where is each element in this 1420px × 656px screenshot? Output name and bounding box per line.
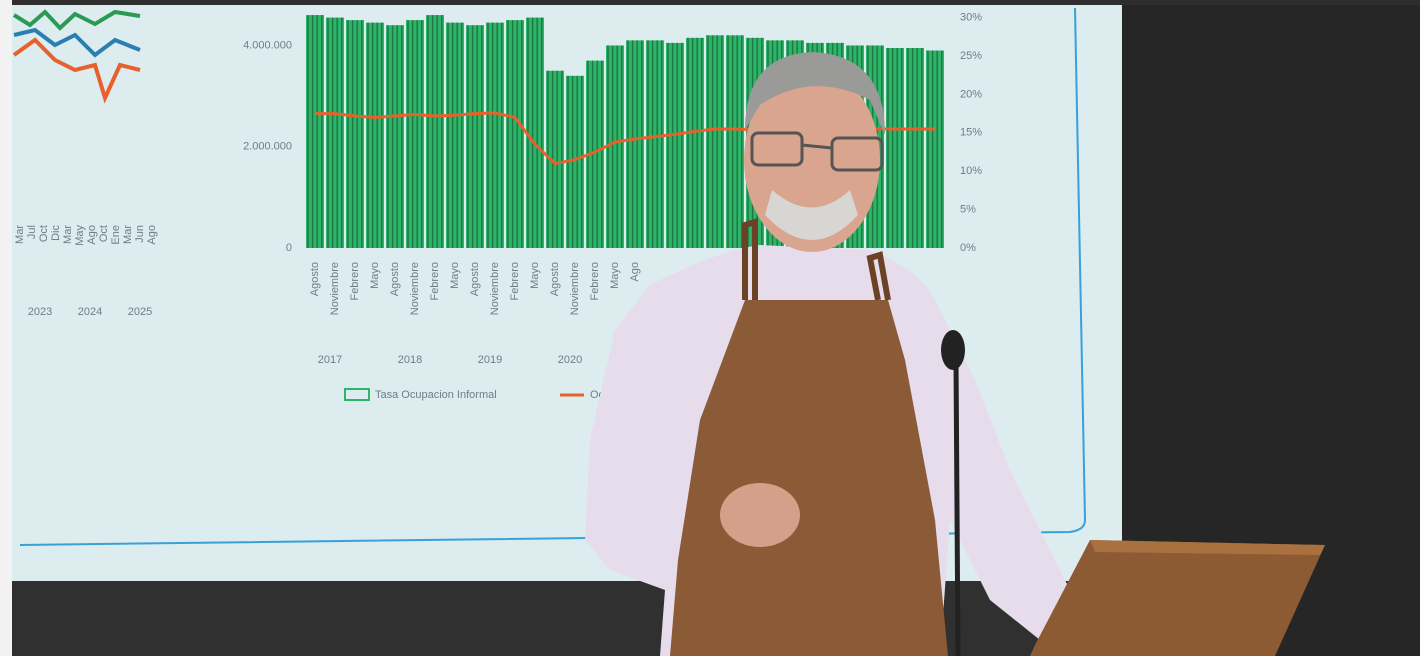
x-tick-label: Noviembre xyxy=(489,262,501,315)
mini-month: Mar xyxy=(62,225,74,244)
year-label: 2019 xyxy=(478,354,502,366)
left-border xyxy=(0,0,12,656)
legend-label: Tasa Ocupacion Informal xyxy=(375,389,497,401)
x-tick-label: Agosto xyxy=(469,262,481,296)
mini-month: Mar xyxy=(122,225,134,244)
x-tick-label: Febrero xyxy=(429,262,441,301)
y-tick-label: 2.000.000 xyxy=(243,141,292,153)
y2-tick-label: 5% xyxy=(960,204,976,216)
mini-month: Ago xyxy=(86,225,98,245)
x-tick-label: Mayo xyxy=(529,262,541,289)
x-tick-label: Agosto xyxy=(309,262,321,296)
mic xyxy=(941,330,965,370)
mini-month: Jun xyxy=(134,225,146,243)
year-label: 2017 xyxy=(318,354,342,366)
x-tick-label: Noviembre xyxy=(409,262,421,315)
mini-month: Oct xyxy=(98,225,110,242)
x-tick-label: Mayo xyxy=(609,262,621,289)
mini-month: Oct xyxy=(38,225,50,242)
x-tick-label: Febrero xyxy=(509,262,521,301)
year-label: 2020 xyxy=(558,354,582,366)
x-tick-label: Mayo xyxy=(369,262,381,289)
mini-year: 2025 xyxy=(128,306,152,318)
x-tick-label: Noviembre xyxy=(569,262,581,315)
mini-month: Dic xyxy=(50,225,62,241)
mini-month: Ago xyxy=(146,225,158,245)
x-tick-label: Agosto xyxy=(549,262,561,296)
mini-year: 2023 xyxy=(28,306,52,318)
y-tick-label: 0 xyxy=(286,242,292,254)
y-tick-label: 4.000.000 xyxy=(243,39,292,51)
y2-tick-label: 0% xyxy=(960,242,976,254)
mini-month: Mar xyxy=(14,225,26,244)
y2-tick-label: 30% xyxy=(960,12,982,24)
mini-year: 2024 xyxy=(78,306,102,318)
page: MarJulOctDicMarMayAgoOctEneMarJunAgo2023… xyxy=(0,0,1420,656)
mini-month: Ene xyxy=(110,225,122,245)
mic-stand xyxy=(956,360,958,656)
x-tick-label: Mayo xyxy=(449,262,461,289)
y2-tick-label: 10% xyxy=(960,165,982,177)
x-tick-label: Ago xyxy=(629,262,641,282)
mini-month: May xyxy=(74,225,86,246)
x-tick-label: Noviembre xyxy=(329,262,341,315)
y2-tick-label: 20% xyxy=(960,88,982,100)
year-label: 2018 xyxy=(398,354,422,366)
hand xyxy=(720,483,800,547)
mini-month: Jul xyxy=(26,225,38,239)
y2-tick-label: 25% xyxy=(960,50,982,62)
x-tick-label: Febrero xyxy=(589,262,601,301)
x-tick-label: Agosto xyxy=(389,262,401,296)
y2-tick-label: 15% xyxy=(960,127,982,139)
x-tick-label: Febrero xyxy=(349,262,361,301)
photo: MarJulOctDicMarMayAgoOctEneMarJunAgo2023… xyxy=(0,0,1420,656)
